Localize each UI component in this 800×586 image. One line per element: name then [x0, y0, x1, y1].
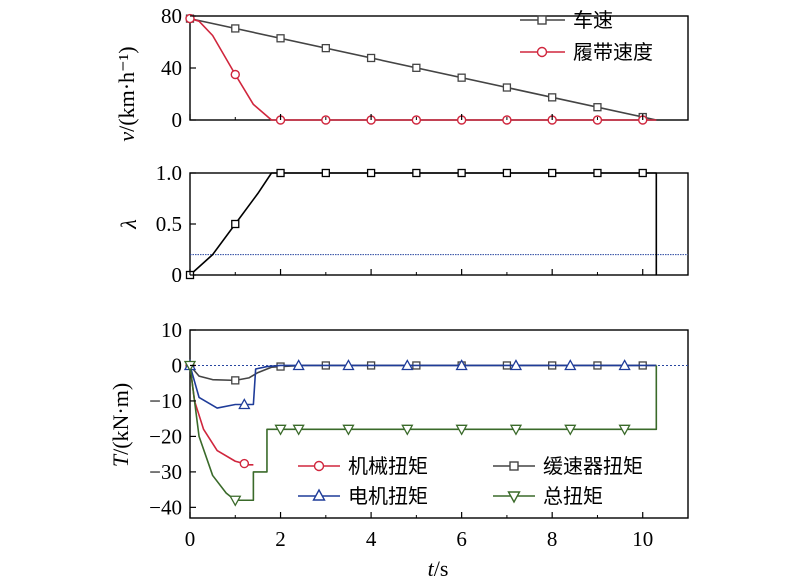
legend-label-speed: 车速: [573, 8, 613, 32]
legend-label-total: 总扭矩: [543, 484, 603, 508]
legend-label-mech: 机械扭矩: [348, 454, 428, 478]
y-tick-label: −40: [149, 495, 182, 519]
y-tick-label: 0: [172, 263, 183, 287]
data-point-total: [274, 424, 287, 436]
ratio-panel: 0 0.5 1.0 λ: [116, 161, 689, 287]
x-tick-label: 8: [547, 527, 558, 551]
data-point-total: [342, 424, 355, 436]
data-point-motor: [342, 359, 355, 371]
x-tick-label: 6: [456, 527, 467, 551]
series-line-speed: [189, 17, 657, 121]
legend-label-track: 履带速度: [573, 40, 653, 64]
y-tick-label: −30: [149, 460, 182, 484]
torque-plot-frame: [189, 329, 689, 519]
x-tick-label: 0: [185, 527, 196, 551]
data-point-total: [618, 424, 631, 436]
data-point-speed: [412, 63, 421, 72]
data-point-speed: [502, 83, 512, 92]
data-point-total: [401, 424, 414, 436]
data-point-speed: [548, 93, 557, 102]
data-point-speed: [457, 73, 466, 82]
legend-marker-total: [507, 491, 521, 504]
data-point-speed: [321, 43, 330, 53]
y-tick-label: −10: [149, 389, 182, 413]
data-point-total: [455, 424, 468, 436]
legend-marker-retarder: [509, 461, 519, 471]
data-point-total: [229, 495, 242, 507]
y-tick-label: 0: [172, 353, 183, 377]
y-tick-label: 1.0: [156, 161, 182, 185]
series-line-track: [189, 17, 657, 121]
y-tick-label: 10: [161, 318, 182, 342]
data-point-ratio: [276, 168, 285, 178]
data-point-speed: [366, 53, 376, 63]
series-line-ratio: [189, 172, 658, 276]
data-point-speed: [593, 103, 602, 112]
torque-y-axis-label: T/(kN·m): [108, 383, 133, 467]
y-tick-label: −20: [149, 424, 182, 448]
data-point-total: [509, 424, 523, 436]
speed-y-axis-label: v/(km·h⁻¹): [114, 46, 139, 141]
data-point-retarder: [231, 376, 240, 385]
y-tick-label: 40: [161, 56, 182, 80]
data-point-ratio: [321, 168, 330, 178]
torque-legend: 机械扭矩 缓速器扭矩 电机扭矩 总扭矩: [298, 454, 643, 508]
y-tick-label: 0: [172, 108, 183, 132]
data-point-ratio: [412, 168, 421, 178]
data-point-ratio: [231, 219, 240, 229]
data-point-motor: [238, 398, 251, 410]
data-point-motor: [455, 359, 468, 371]
legend-marker-motor: [312, 488, 326, 501]
legend-label-retarder: 缓速器扭矩: [543, 454, 643, 478]
torque-panel: 100−10−20−30−400 2 4 6 8 10 T/(kN·m) t/s 机械扭矩…: [108, 318, 689, 581]
data-point-ratio: [638, 168, 647, 178]
data-point-speed: [231, 24, 240, 33]
data-point-retarder: [276, 362, 285, 371]
speed-plot-frame: [189, 15, 689, 121]
time-x-axis-label: t/s: [428, 556, 449, 581]
data-point-motor: [401, 359, 414, 371]
data-point-ratio: [366, 168, 376, 178]
data-point-speed: [276, 34, 285, 43]
data-point-total: [292, 424, 305, 436]
series-line-total: [189, 365, 658, 502]
x-tick-label: 4: [366, 527, 377, 551]
data-point-ratio: [457, 168, 466, 178]
data-point-ratio: [593, 168, 602, 178]
x-tick-label: 10: [632, 527, 653, 551]
ratio-y-axis-label: λ: [116, 219, 141, 230]
speed-legend: 车速 履带速度: [520, 8, 653, 64]
data-point-motor: [509, 359, 523, 371]
data-point-motor: [292, 359, 305, 371]
y-tick-label: 0.5: [156, 212, 182, 236]
data-point-motor: [564, 359, 577, 371]
x-tick-label: 2: [275, 527, 286, 551]
data-point-total: [564, 424, 577, 436]
data-point-motor: [618, 359, 631, 371]
legend-marker-track: [536, 46, 548, 58]
series-line-motor: [189, 364, 657, 409]
y-tick-label: 80: [161, 4, 182, 28]
data-point-ratio: [548, 168, 557, 178]
legend-label-motor: 电机扭矩: [348, 484, 428, 508]
speed-panel: 0 40 80 v/(km·h⁻¹) 车速 履带速度: [114, 4, 689, 142]
data-point-track: [230, 69, 240, 80]
ratio-plot-frame: [189, 172, 689, 276]
legend-marker-mech: [313, 460, 325, 472]
legend-marker-speed: [537, 15, 547, 25]
data-point-ratio: [502, 168, 512, 178]
data-point-mech: [239, 458, 250, 469]
